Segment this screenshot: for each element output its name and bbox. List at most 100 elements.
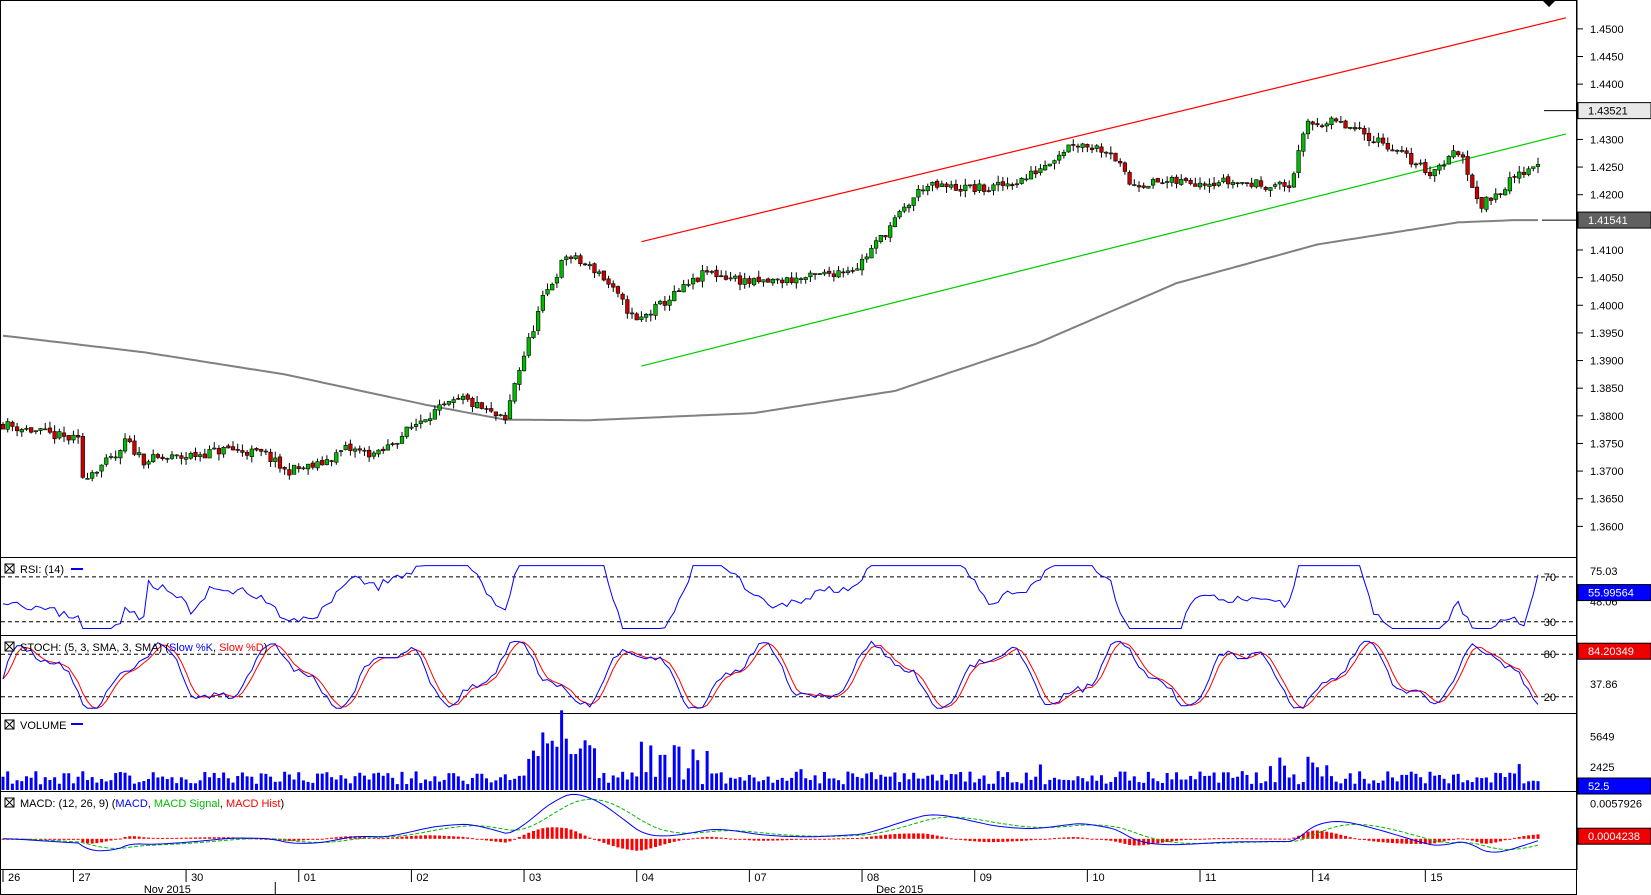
stoch-d-legend: Slow %D [219, 642, 264, 654]
macd-hist-bar [851, 838, 855, 840]
volume-bar [1076, 776, 1080, 790]
candle [601, 270, 606, 282]
volume-bar [855, 776, 859, 790]
macd-hist-bar [147, 837, 151, 839]
candle [761, 279, 766, 287]
volume-panel[interactable]: 5649 2425 52.5 [1, 710, 1651, 795]
candle [1075, 143, 1081, 153]
macd-hist-bar [1076, 837, 1080, 839]
month-label: Nov 2015 [144, 884, 191, 895]
macd-hist-bar [334, 837, 338, 839]
candle [1066, 144, 1071, 153]
price-tick-label: 1.3900 [1590, 356, 1624, 368]
macd-panel[interactable]: 0.0057926 0.0004238 [1, 793, 1651, 853]
candle-body [723, 275, 729, 280]
stoch-current-label: 84.20349 [1588, 646, 1634, 658]
candle-body [855, 268, 860, 271]
candle-body [690, 277, 696, 285]
candle-body [216, 448, 222, 455]
candle [850, 267, 855, 274]
candle [385, 439, 391, 451]
candle-body [61, 432, 67, 437]
candle [536, 306, 541, 335]
volume-bar [1024, 772, 1028, 790]
volume-bar [1447, 783, 1451, 790]
macd-hist-bar [1353, 838, 1357, 840]
candle-body [1334, 118, 1339, 122]
volume-bar [1038, 764, 1042, 790]
candle-body [90, 472, 95, 479]
macd-hist-bar [1123, 838, 1127, 844]
volume-bar [1189, 775, 1193, 790]
macd-hist-bar [193, 837, 197, 839]
macd-hist-bar [132, 836, 136, 839]
volume-bar [724, 783, 728, 790]
macd-hist-bar [592, 838, 596, 840]
volume-bar [799, 769, 803, 790]
candle-body [1179, 179, 1184, 185]
macd-hist-bar [442, 835, 446, 839]
volume-bar [428, 781, 432, 790]
candle-body [1319, 125, 1325, 128]
stoch-k-legend: Slow %K [169, 642, 214, 654]
candle [611, 280, 616, 292]
candle-body [493, 411, 498, 417]
stoch-panel[interactable]: 80 20 37.86 84.20349 [1, 640, 1651, 709]
rsi-level-label: 70 [1544, 572, 1556, 584]
candle [259, 448, 264, 457]
candle [1160, 178, 1165, 185]
candle-body [916, 189, 921, 198]
scroll-marker-icon[interactable] [1542, 0, 1556, 7]
volume-bar [118, 771, 122, 790]
candle-body [695, 277, 700, 282]
candle-body [29, 427, 34, 433]
stoch-current-tag [1577, 642, 1651, 660]
candle-body [639, 316, 644, 320]
candle [1249, 177, 1254, 189]
candle [1291, 171, 1297, 188]
macd-hist-bar [991, 838, 995, 843]
candle-body [719, 275, 724, 278]
macd-hist-bar [480, 838, 484, 840]
candle [906, 203, 912, 213]
volume-bar [1034, 776, 1038, 790]
volume-bar [658, 754, 662, 790]
volume-bar [686, 768, 690, 790]
macd-hist-bar [320, 838, 324, 840]
candle [1033, 166, 1038, 179]
macd-hist-bar [1329, 832, 1333, 839]
volume-bar [1146, 771, 1150, 790]
candle [99, 464, 104, 478]
candle-body [47, 427, 53, 433]
macd-hist-bar [423, 835, 427, 839]
candle [1155, 177, 1160, 183]
macd-hist-bar [470, 838, 474, 840]
candle-body [1470, 174, 1475, 188]
macd-hist-bar [179, 837, 183, 839]
volume-bar [1527, 781, 1531, 790]
price-panel[interactable]: 1.3600 1.3650 1.3700 1.3750 1.3800 1.3850 1.39… [0, 17, 1651, 534]
candle-body [1136, 185, 1142, 188]
candle [1493, 188, 1498, 203]
candle [568, 255, 574, 264]
candle-body [728, 277, 733, 280]
candle-body [859, 258, 865, 271]
candle [864, 253, 869, 263]
ma-value-label: 1.41541 [1588, 215, 1628, 227]
candle-body [1258, 180, 1264, 187]
volume-bar [776, 779, 780, 790]
macd-hist-bar [1071, 837, 1075, 839]
candle [1244, 182, 1250, 187]
price-tick-label: 1.4200 [1590, 190, 1624, 202]
candle [306, 463, 311, 475]
volume-bar [456, 776, 460, 790]
volume-bar [414, 771, 418, 790]
volume-bar [292, 779, 296, 790]
candle-body [963, 184, 968, 192]
candle-body [0, 423, 6, 430]
candle-body [465, 394, 470, 400]
candle [1334, 117, 1339, 123]
volume-bar [147, 779, 151, 790]
